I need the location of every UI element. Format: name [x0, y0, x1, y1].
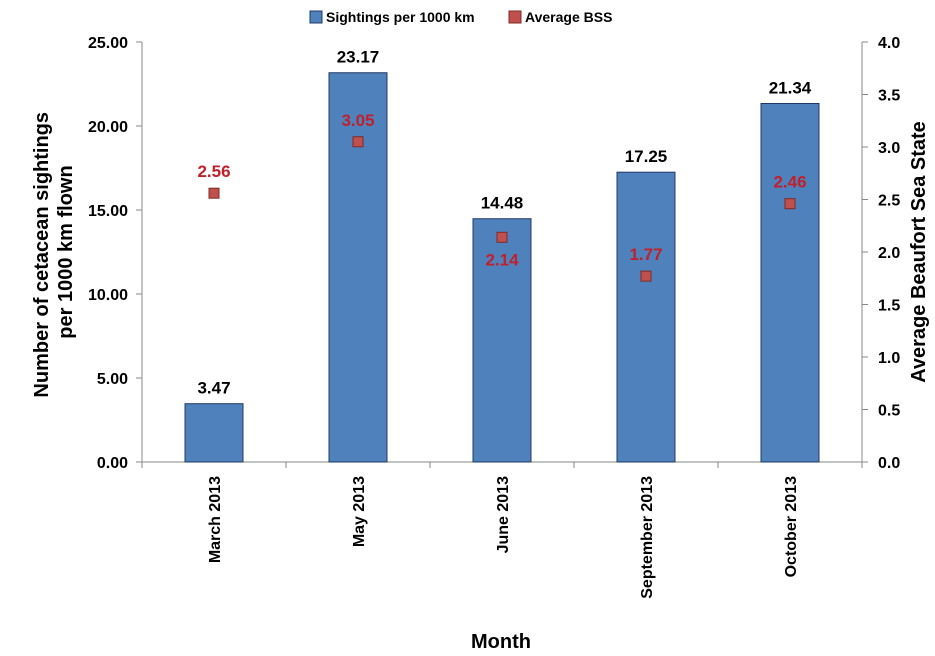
bar-value-label: 3.47 [197, 379, 230, 398]
plot-area: 0.00 5.00 10.00 15.00 20.00 25.00 0.0 0.5 1.0 1.5… [88, 35, 900, 599]
bss-value-label: 3.05 [341, 111, 374, 130]
bss-marker [208, 187, 220, 199]
y-axis-title-line-2: per 1000 km flown [55, 165, 77, 338]
y2-tick-label: 3.5 [878, 88, 900, 105]
legend-marker-swatch [508, 10, 522, 24]
bar-value-label: 14.48 [481, 194, 524, 213]
legend-bar-swatch [309, 10, 323, 24]
bar [760, 102, 820, 463]
bar [328, 72, 388, 463]
bss-value-label: 2.46 [773, 173, 806, 192]
bar [616, 171, 676, 463]
x-axis-title: Month [471, 631, 531, 653]
y2-tick-label: 1.5 [878, 298, 900, 315]
y-tick-label: 0.00 [97, 455, 128, 472]
x-tick-label: March 2013 [207, 476, 224, 563]
bar-value-label: 21.34 [769, 78, 812, 97]
bss-value-label: 2.14 [485, 250, 519, 269]
x-tick-label: May 2013 [351, 476, 368, 547]
y2-tick-label: 0.5 [878, 403, 900, 420]
bar-value-label: 23.17 [337, 48, 380, 67]
x-tick-label: September 2013 [639, 476, 656, 599]
bss-value-label: 1.77 [629, 245, 662, 264]
bss-marker [640, 270, 652, 282]
bss-marker [784, 198, 796, 210]
y2-tick-label: 4.0 [878, 35, 900, 52]
y2-tick-label: 2.5 [878, 193, 900, 210]
y2-tick-label: 2.0 [878, 245, 900, 262]
bss-marker [496, 231, 508, 243]
y-tick-label: 25.00 [88, 35, 128, 52]
legend: Sightings per 1000 km Average BSS [309, 9, 612, 25]
x-tick-label: June 2013 [495, 476, 512, 553]
y-tick-label: 15.00 [88, 203, 128, 220]
bar [472, 218, 532, 463]
bss-marker [352, 136, 364, 148]
y2-axis-title: Average Beaufort Sea State [908, 121, 930, 383]
y-tick-label: 10.00 [88, 287, 128, 304]
x-tick-label: October 2013 [783, 476, 800, 577]
y2-tick-label: 0.0 [878, 455, 900, 472]
bss-value-label: 2.56 [197, 162, 230, 181]
y2-tick-label: 3.0 [878, 140, 900, 157]
legend-marker-label: Average BSS [525, 9, 612, 25]
y-tick-label: 5.00 [97, 371, 128, 388]
y-axis-title: Number of cetacean sightings per 1000 km… [31, 106, 77, 397]
y-tick-label: 20.00 [88, 119, 128, 136]
legend-bar-label: Sightings per 1000 km [326, 9, 475, 25]
bar [184, 403, 244, 463]
bar-value-label: 17.25 [625, 147, 668, 166]
y-axis-title-line-1: Number of cetacean sightings [31, 112, 53, 398]
y2-tick-label: 1.0 [878, 350, 900, 367]
